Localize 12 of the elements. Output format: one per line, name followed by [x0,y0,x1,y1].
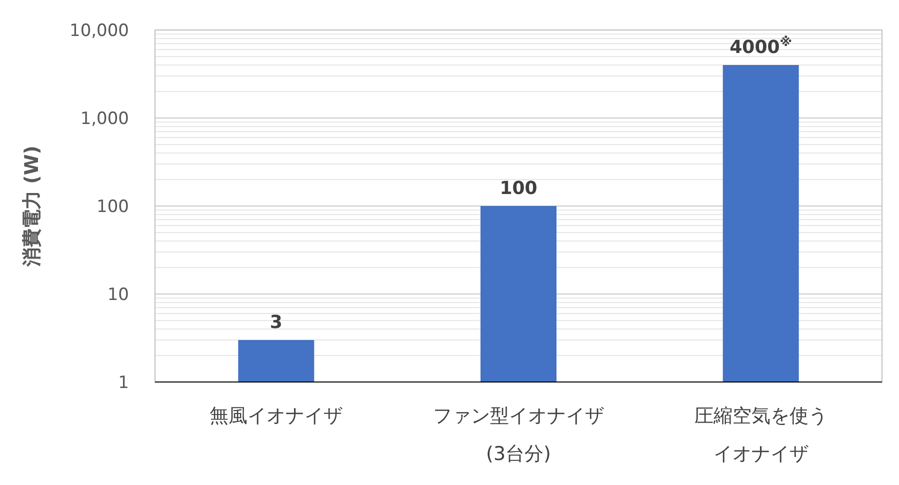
x-tick-label: 無風イオナイザ [210,405,343,427]
y-tick-label: 10,000 [70,21,129,41]
x-tick-label: 圧縮空気を使うイオナイザ [694,405,828,465]
y-tick-label: 10 [107,285,129,305]
y-tick-label: 1,000 [80,109,129,129]
data-label: 4000$^{※}$ [730,34,792,58]
y-axis-title: 消費電力 (W) [21,146,43,268]
data-label: 3 [270,312,282,334]
y-tick-label: 100 [96,197,129,217]
y-tick-label: 1 [118,373,129,393]
x-tick-label: ファン型イオナイザ (3台分) [433,405,604,465]
data-label: 100 [500,178,538,199]
